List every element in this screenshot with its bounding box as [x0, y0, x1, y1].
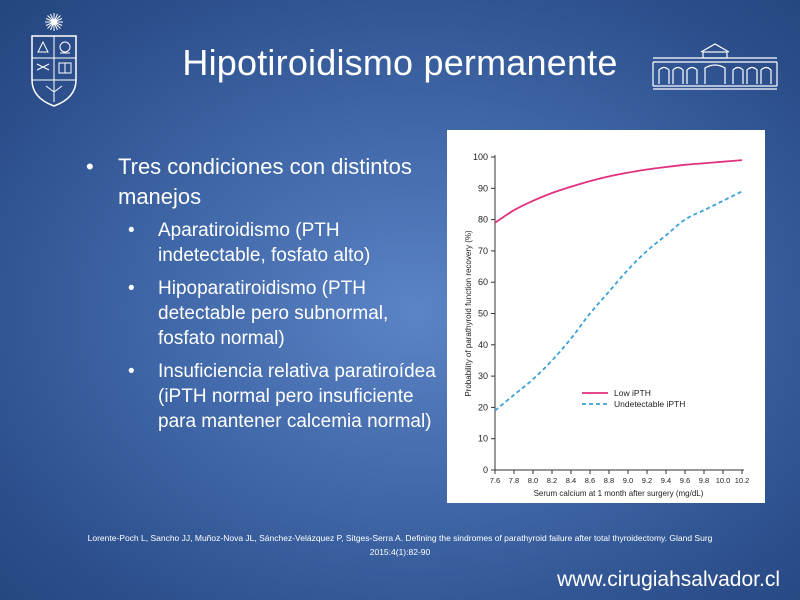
slide-title: Hipotiroidismo permanente	[182, 42, 618, 83]
x-tick-label: 9.0	[623, 476, 633, 485]
bullet-dot: •	[128, 278, 135, 299]
x-tick-label: 10.0	[716, 476, 731, 485]
citation: Lorente-Poch L, Sancho JJ, Muñoz-Nova JL…	[0, 531, 800, 559]
x-tick-label: 10.2	[735, 476, 750, 485]
y-tick-label: 100	[473, 152, 488, 162]
y-tick-label: 80	[478, 215, 488, 225]
legend-label: Low iPTH	[614, 388, 651, 398]
x-tick-label: 8.0	[528, 476, 538, 485]
sub-bullet: • Insuficiencia relativa paratiroídea (i…	[128, 359, 446, 434]
bullet-list: • Tres condiciones con distintos manejos…	[86, 152, 446, 442]
x-tick-label: 8.8	[604, 476, 614, 485]
bullet-dot: •	[128, 361, 135, 382]
bullet-dot: •	[128, 220, 135, 241]
y-tick-label: 70	[478, 246, 488, 256]
y-tick-label: 0	[483, 465, 488, 475]
bullet-text: Tres condiciones con distintos manejos	[118, 154, 412, 209]
website-url: www.cirugiahsalvador.cl	[557, 568, 780, 591]
x-tick-label: 9.2	[642, 476, 652, 485]
y-tick-label: 90	[478, 183, 488, 193]
sub-bullet-text: Aparatiroidismo (PTH indetectable, fosfa…	[158, 220, 371, 266]
y-tick-label: 10	[478, 434, 488, 444]
x-tick-label: 7.8	[509, 476, 519, 485]
citation-line2: 2015:4(1):82-90	[369, 547, 431, 557]
sub-bullet-text: Hipoparatiroidismo (PTH detectable pero …	[158, 278, 389, 349]
series-line-undetectable-ipth	[494, 190, 743, 412]
x-axis-label: Serum calcium at 1 month after surgery (…	[534, 489, 704, 498]
line-chart: 0 10 20 30 40 50 60 70 80 90 100 7.6 7.8 8.0 8.2 8.4 8.6…	[464, 152, 750, 498]
x-tick-label: 7.6	[490, 476, 500, 485]
y-axis-label: Probability of parathyroid function reco…	[464, 230, 473, 397]
series-line-low-ipth	[494, 159, 743, 224]
y-tick-label: 60	[478, 277, 488, 287]
sub-bullet: • Hipoparatiroidismo (PTH detectable per…	[128, 276, 446, 351]
citation-line1: Lorente-Poch L, Sancho JJ, Muñoz-Nova JL…	[87, 533, 713, 543]
sub-bullet: • Aparatiroidismo (PTH indetectable, fos…	[128, 218, 446, 268]
x-tick-label: 8.4	[566, 476, 576, 485]
y-tick-label: 20	[478, 402, 488, 412]
x-tick-label: 9.6	[680, 476, 690, 485]
x-tick-label: 8.6	[585, 476, 595, 485]
x-tick-label: 8.2	[547, 476, 557, 485]
y-tick-label: 40	[478, 340, 488, 350]
chart-card: 0 10 20 30 40 50 60 70 80 90 100 7.6 7.8 8.0 8.2 8.4 8.6…	[447, 130, 765, 503]
y-tick-label: 50	[478, 309, 488, 319]
bullet-level1: • Tres condiciones con distintos manejos	[86, 152, 446, 212]
x-tick-label: 9.4	[661, 476, 671, 485]
x-tick-label: 9.8	[699, 476, 709, 485]
sub-bullet-text: Insuficiencia relativa paratiroídea (iPT…	[158, 361, 436, 432]
bullet-dot: •	[86, 154, 94, 179]
hospital-building-icon	[651, 42, 779, 90]
legend-label: Undetectable iPTH	[614, 399, 685, 409]
y-tick-label: 30	[478, 371, 488, 381]
university-crest-icon	[24, 10, 84, 110]
